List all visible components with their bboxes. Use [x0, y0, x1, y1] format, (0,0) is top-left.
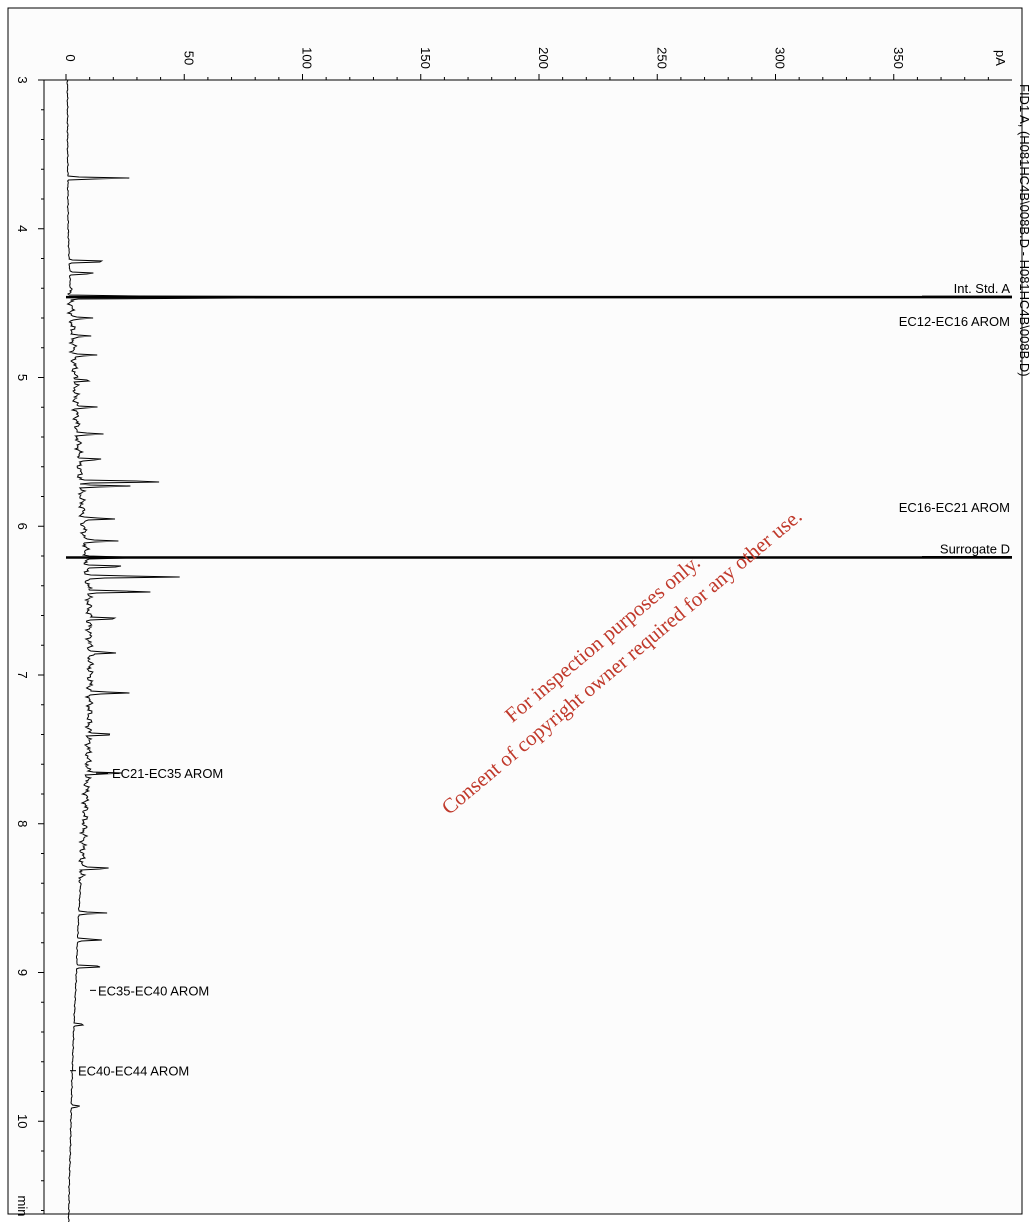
chromatogram-trace: [66, 79, 1012, 1227]
region-label: EC35-EC40 AROM: [98, 983, 209, 998]
offscale-peak-label: Surrogate D: [940, 541, 1010, 556]
time-tick-label: 10: [15, 1114, 30, 1128]
axes: 3 4 5 6 7 8 9 10 min 0 50 100 150 200 250 300 350 pA FID1 …: [15, 47, 1030, 1216]
region-label: EC16-EC21 AROM: [899, 500, 1010, 515]
region-label: EC21-EC35 AROM: [112, 766, 223, 781]
time-tick-label: 9: [15, 969, 30, 976]
time-tick-label: 4: [15, 225, 30, 232]
intensity-tick-label: 350: [891, 47, 906, 69]
run-title: FID1 A, (H081HC4B\008B.D - H081HC4B\008B…: [1017, 84, 1030, 377]
peak-annotations: Int. Std. A Surrogate D EC12-EC16 AROM EC16…: [70, 281, 1012, 1079]
time-tick-label: 8: [15, 820, 30, 827]
time-unit-label: min: [15, 1196, 30, 1217]
intensity-unit-label: pA: [993, 50, 1008, 66]
region-label: EC12-EC16 AROM: [899, 314, 1010, 329]
region-label: EC40-EC44 AROM: [78, 1064, 189, 1079]
intensity-tick-label: 100: [300, 47, 315, 69]
intensity-tick-label: 200: [536, 47, 551, 69]
intensity-tick-label: 150: [418, 47, 433, 69]
intensity-tick-label: 50: [181, 51, 196, 65]
plot-border: [7, 7, 1023, 1215]
intensity-tick-label: 250: [654, 47, 669, 69]
intensity-tick-label: 300: [773, 47, 788, 69]
signal-line: [66, 79, 456, 1227]
time-tick-label: 5: [15, 374, 30, 381]
time-tick-label: 7: [15, 671, 30, 678]
time-tick-label: 3: [15, 76, 30, 83]
offscale-peak-label: Int. Std. A: [954, 281, 1011, 296]
intensity-tick-label: 0: [63, 54, 78, 61]
time-tick-label: 6: [15, 523, 30, 530]
